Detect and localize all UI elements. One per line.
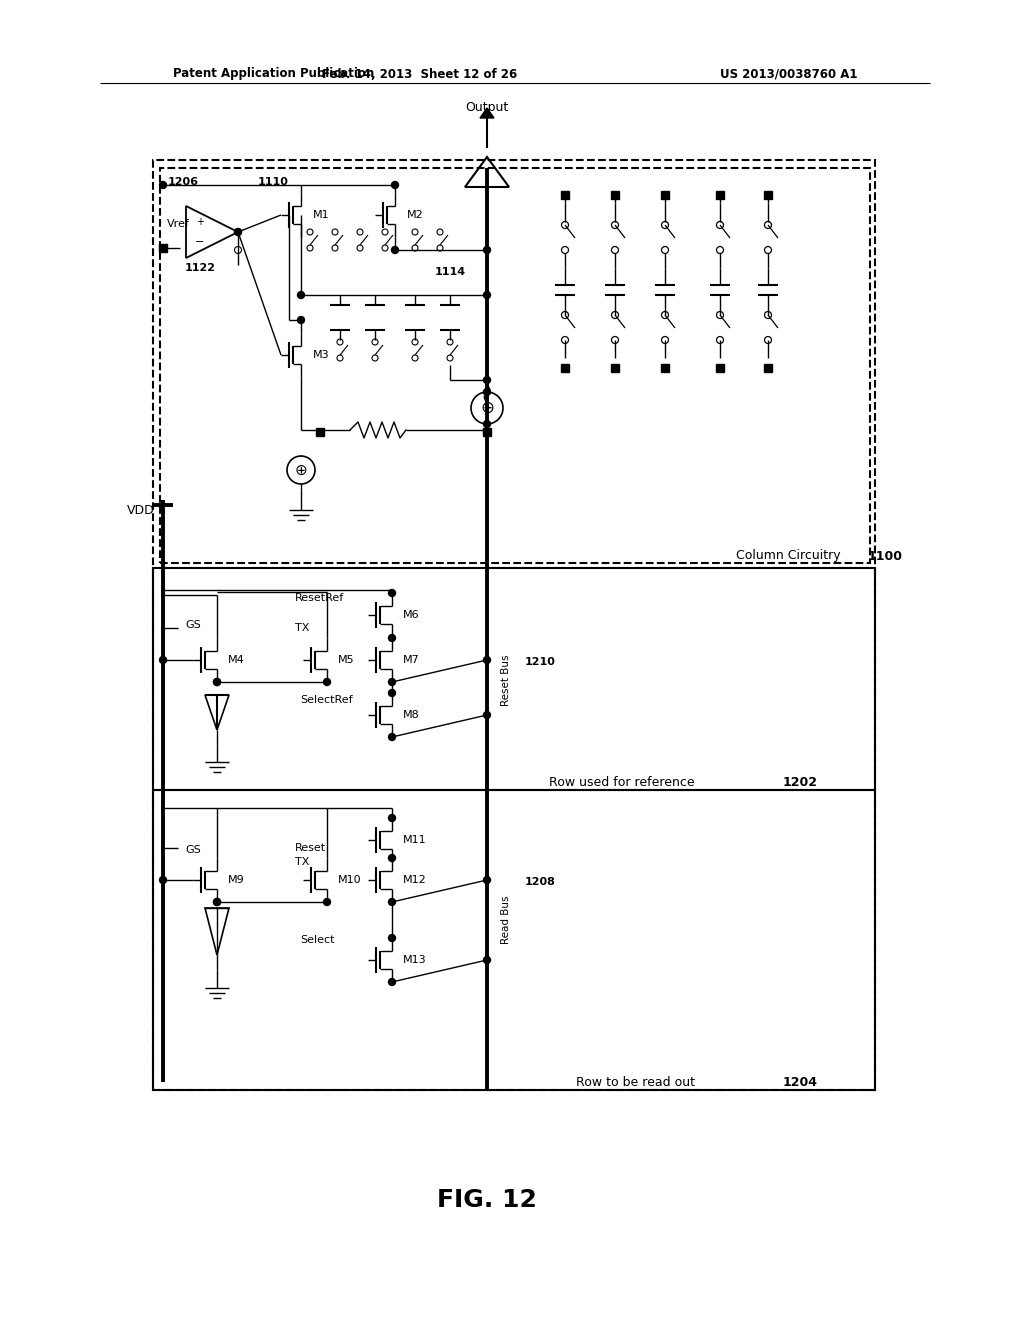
Circle shape [388, 978, 395, 986]
Circle shape [213, 899, 220, 906]
Polygon shape [480, 108, 494, 117]
Circle shape [483, 292, 490, 298]
Circle shape [324, 899, 331, 906]
Text: Select: Select [300, 935, 335, 945]
Text: M10: M10 [338, 875, 361, 884]
Text: M8: M8 [403, 710, 420, 719]
Text: Reset: Reset [295, 843, 326, 853]
Text: 1114: 1114 [435, 267, 466, 277]
Text: GS: GS [185, 845, 201, 855]
Text: Vref: Vref [167, 219, 189, 228]
Text: Output: Output [465, 102, 509, 115]
Text: 1210: 1210 [525, 657, 556, 667]
Bar [316, 428, 324, 436]
Bar [160, 168, 870, 564]
Text: M1: M1 [313, 210, 330, 220]
Text: 1206: 1206 [168, 177, 199, 187]
Text: M13: M13 [403, 954, 427, 965]
Text: M12: M12 [403, 875, 427, 884]
Bar [662, 364, 669, 372]
Text: Patent Application Publication: Patent Application Publication [173, 67, 374, 81]
Circle shape [160, 876, 167, 883]
Circle shape [483, 421, 490, 428]
Circle shape [483, 876, 490, 883]
Text: GS: GS [185, 620, 201, 630]
Bar [159, 244, 167, 252]
Text: ResetRef: ResetRef [295, 593, 344, 603]
Text: FIG. 12: FIG. 12 [437, 1188, 537, 1212]
Text: M9: M9 [228, 875, 245, 884]
Text: 1100: 1100 [868, 549, 903, 562]
Circle shape [234, 228, 242, 235]
Bar [662, 191, 669, 199]
Text: M7: M7 [403, 655, 420, 665]
Circle shape [388, 899, 395, 906]
Circle shape [388, 678, 395, 685]
Circle shape [298, 292, 304, 298]
Text: Reset Bus: Reset Bus [501, 655, 511, 706]
Circle shape [391, 181, 398, 189]
Text: SelectRef: SelectRef [300, 696, 352, 705]
Bar [153, 789, 874, 1090]
Circle shape [388, 689, 395, 697]
Circle shape [213, 678, 220, 685]
Circle shape [213, 899, 220, 906]
Bar [611, 191, 618, 199]
Text: −: − [196, 238, 205, 247]
Text: Row to be read out: Row to be read out [575, 1076, 699, 1089]
Circle shape [388, 734, 395, 741]
Text: 1202: 1202 [783, 776, 818, 788]
Text: 1208: 1208 [525, 876, 556, 887]
Text: M2: M2 [407, 210, 424, 220]
Bar [153, 568, 874, 789]
Text: 1110: 1110 [258, 177, 289, 187]
Circle shape [388, 935, 395, 941]
Text: Read Bus: Read Bus [501, 896, 511, 944]
Circle shape [483, 656, 490, 664]
Circle shape [483, 388, 490, 396]
Text: Feb. 14, 2013  Sheet 12 of 26: Feb. 14, 2013 Sheet 12 of 26 [323, 67, 517, 81]
Circle shape [483, 711, 490, 718]
Bar [483, 428, 490, 436]
Circle shape [160, 181, 167, 189]
Text: TX: TX [295, 623, 309, 634]
Circle shape [213, 678, 220, 685]
Text: ⊕: ⊕ [295, 462, 307, 478]
Text: VDD: VDD [127, 503, 155, 516]
Text: M11: M11 [403, 836, 427, 845]
Circle shape [483, 957, 490, 964]
Text: 1122: 1122 [185, 263, 216, 273]
Text: M5: M5 [338, 655, 354, 665]
Bar [716, 364, 724, 372]
Text: M4: M4 [228, 655, 245, 665]
Circle shape [388, 814, 395, 821]
Text: ⊕: ⊕ [480, 399, 494, 417]
Bar [153, 160, 874, 1090]
Bar [716, 191, 724, 199]
Circle shape [391, 247, 398, 253]
Bar [764, 364, 772, 372]
Text: M3: M3 [313, 350, 330, 360]
Bar [764, 191, 772, 199]
Bar [611, 364, 618, 372]
Text: +: + [196, 216, 204, 227]
Circle shape [160, 656, 167, 664]
Circle shape [483, 376, 490, 384]
Circle shape [388, 854, 395, 862]
Text: 1204: 1204 [783, 1076, 818, 1089]
Bar [561, 364, 569, 372]
Text: Column Circuitry: Column Circuitry [736, 549, 845, 562]
Text: Row used for reference: Row used for reference [549, 776, 699, 788]
Circle shape [483, 247, 490, 253]
Text: TX: TX [295, 857, 309, 867]
Circle shape [388, 590, 395, 597]
Circle shape [298, 317, 304, 323]
Circle shape [388, 635, 395, 642]
Text: US 2013/0038760 A1: US 2013/0038760 A1 [720, 67, 857, 81]
Bar [561, 191, 569, 199]
Text: M6: M6 [403, 610, 420, 620]
Circle shape [324, 678, 331, 685]
